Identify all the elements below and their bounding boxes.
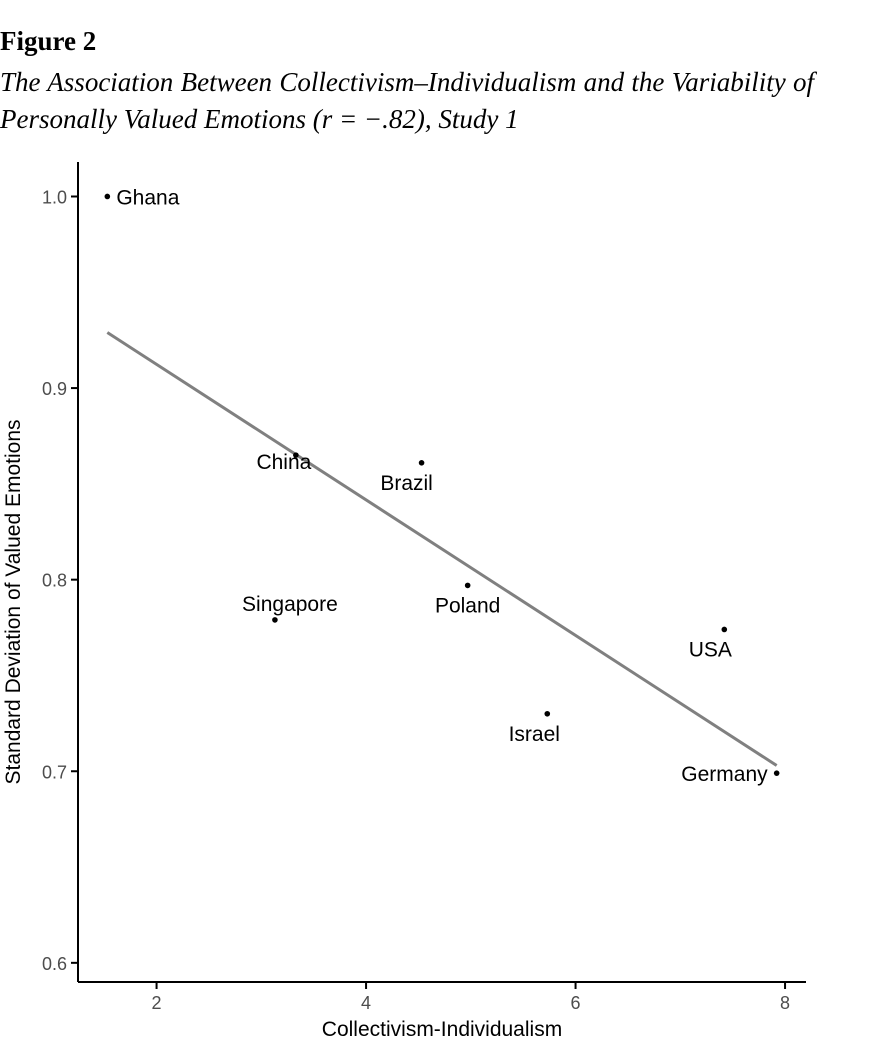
figure-label: Figure 2	[0, 26, 97, 56]
data-point-usa	[721, 626, 728, 633]
point-label-germany: Germany	[681, 763, 768, 786]
x-tick-label: 6	[571, 993, 581, 1013]
x-axis-label: Collectivism-Individualism	[322, 1018, 562, 1041]
y-tick-label: 1.0	[42, 187, 67, 207]
data-point-ghana	[104, 193, 111, 200]
data-point-poland	[464, 582, 471, 589]
figure-caption: The Association Between Collectivism–Ind…	[0, 67, 814, 134]
axis-ticks: 2 4 6 8 0.6 0.7 0.8 0.9 1.0	[42, 187, 790, 1013]
data-point-china	[293, 452, 299, 458]
data-point-israel	[544, 710, 551, 717]
point-label-singapore: Singapore	[242, 593, 338, 616]
y-tick-label: 0.7	[42, 762, 67, 782]
y-tick-label: 0.8	[42, 571, 67, 591]
x-tick-label: 4	[361, 993, 371, 1013]
point-label-israel: Israel	[509, 723, 560, 746]
point-label-china: China	[256, 451, 311, 474]
point-label-ghana: Ghana	[116, 186, 179, 209]
point-label-usa: USA	[689, 638, 732, 661]
y-axis-label: Standard Deviation of Valued Emotions	[2, 420, 25, 785]
y-tick-label: 0.9	[42, 379, 67, 399]
x-tick-label: 8	[780, 993, 790, 1013]
data-point-singapore	[272, 617, 278, 623]
regression-line	[106, 331, 778, 767]
x-tick-label: 2	[152, 993, 162, 1013]
data-points: Ghana China Brazil Singapore Poland USA Israel…	[104, 186, 780, 786]
data-point-germany	[773, 770, 780, 776]
y-tick-label: 0.6	[42, 954, 67, 974]
point-label-brazil: Brazil	[380, 472, 433, 495]
data-point-brazil	[418, 459, 425, 466]
point-label-poland: Poland	[435, 594, 500, 617]
